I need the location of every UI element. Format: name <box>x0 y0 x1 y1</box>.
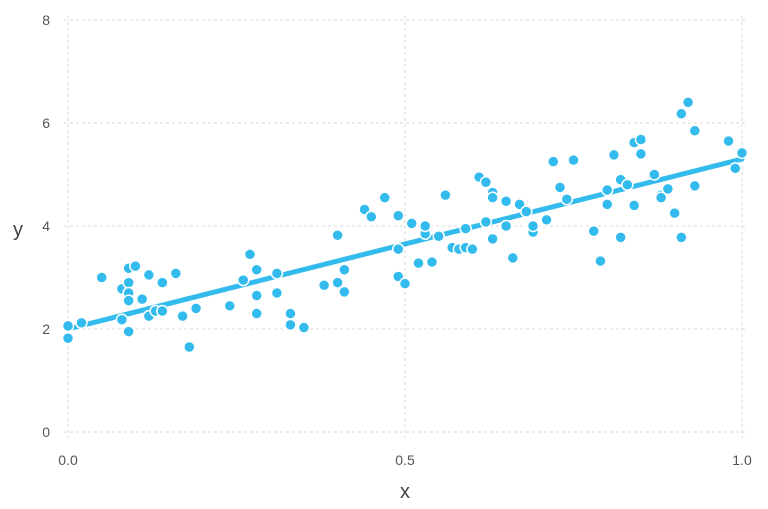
data-point <box>553 181 567 194</box>
data-point <box>115 313 129 326</box>
data-point <box>547 155 560 168</box>
data-point <box>156 304 169 318</box>
data-point <box>61 332 75 345</box>
data-point <box>122 294 135 307</box>
x-tick-label: 1.0 <box>732 452 752 468</box>
data-point <box>95 271 108 284</box>
data-point <box>600 198 614 211</box>
data-point <box>432 230 445 243</box>
data-point <box>392 242 405 256</box>
data-point <box>634 133 648 146</box>
data-point <box>284 318 297 332</box>
data-point <box>587 224 600 238</box>
x-axis-label: x <box>400 481 410 503</box>
data-point <box>75 316 88 330</box>
data-point <box>392 209 405 222</box>
data-point <box>135 292 149 306</box>
data-point <box>675 107 688 120</box>
data-points <box>61 96 749 354</box>
data-point <box>621 178 634 192</box>
y-tick-label: 8 <box>42 12 50 28</box>
x-tick-label: 0.0 <box>58 452 78 468</box>
data-point <box>331 276 344 289</box>
data-point <box>338 285 351 299</box>
y-tick-label: 6 <box>42 115 50 131</box>
data-point <box>122 276 135 289</box>
data-point <box>236 273 250 287</box>
data-point <box>681 96 695 109</box>
data-point <box>129 259 142 273</box>
data-point <box>614 231 627 244</box>
data-point <box>250 307 263 320</box>
y-axis-ticks: 0 2 4 6 8 <box>42 12 50 440</box>
data-point <box>284 307 297 320</box>
y-tick-label: 4 <box>42 218 50 234</box>
data-point <box>526 219 540 233</box>
data-point <box>142 268 156 282</box>
data-point <box>223 299 237 313</box>
x-axis-ticks: 0.0 0.5 1.0 <box>58 452 752 468</box>
data-point <box>317 278 331 292</box>
data-point <box>270 286 284 300</box>
data-point <box>297 321 311 334</box>
data-point <box>540 213 553 227</box>
data-point <box>675 231 688 244</box>
data-point <box>156 276 169 289</box>
data-point <box>594 254 607 268</box>
data-point <box>243 248 257 261</box>
data-point <box>466 242 479 256</box>
data-point <box>668 206 681 220</box>
data-point <box>331 229 344 242</box>
data-point <box>176 309 189 323</box>
data-point <box>61 319 75 333</box>
data-point <box>735 146 749 160</box>
data-point <box>405 217 418 230</box>
data-point <box>486 232 499 246</box>
data-point <box>607 148 621 162</box>
data-point <box>648 168 661 181</box>
data-point <box>365 210 378 223</box>
grid <box>64 16 746 438</box>
y-tick-label: 0 <box>42 424 50 440</box>
data-point <box>412 256 425 270</box>
data-point <box>189 302 203 315</box>
data-point <box>499 219 513 233</box>
data-point <box>627 199 641 212</box>
data-point <box>122 325 135 338</box>
data-point <box>661 182 675 196</box>
data-point <box>169 267 183 280</box>
data-point <box>567 153 580 167</box>
data-point <box>688 124 702 137</box>
data-point <box>654 191 668 204</box>
data-point <box>338 263 351 277</box>
data-point <box>479 215 493 229</box>
data-point <box>425 255 439 269</box>
data-point <box>499 195 513 208</box>
data-point <box>479 175 493 189</box>
data-point <box>634 147 648 161</box>
y-tick-label: 2 <box>42 321 50 337</box>
x-tick-label: 0.5 <box>395 452 415 468</box>
data-point <box>270 267 284 280</box>
data-point <box>250 263 263 277</box>
data-point <box>520 205 533 218</box>
data-point <box>183 340 196 354</box>
data-point <box>506 251 520 265</box>
y-axis-label: y <box>13 219 23 241</box>
data-point <box>729 162 742 175</box>
data-point <box>378 191 392 204</box>
data-point <box>398 277 412 290</box>
data-point <box>250 289 263 302</box>
data-point <box>418 219 432 233</box>
data-point <box>688 179 702 193</box>
data-point <box>560 192 574 206</box>
data-point <box>486 191 499 204</box>
data-point <box>722 134 735 148</box>
data-point <box>600 183 614 197</box>
data-point <box>439 188 452 202</box>
data-point <box>459 222 472 235</box>
